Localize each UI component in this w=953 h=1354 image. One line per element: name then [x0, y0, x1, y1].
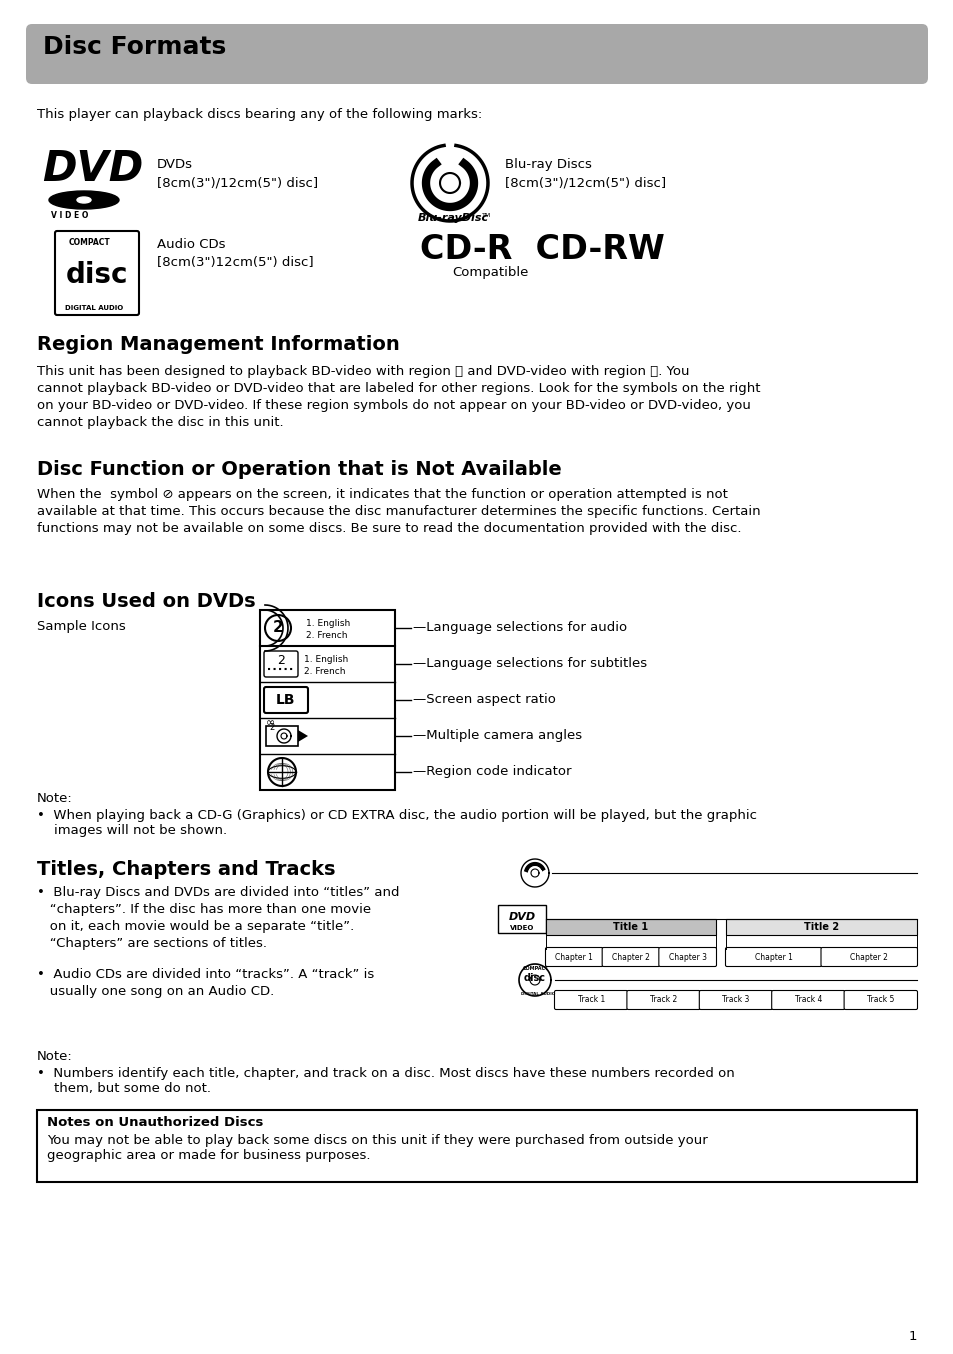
Text: cannot playback the disc in this unit.: cannot playback the disc in this unit. [37, 416, 283, 429]
Polygon shape [297, 730, 308, 742]
Ellipse shape [77, 196, 91, 203]
Bar [260, 611, 395, 789]
Text: Chapter 1: Chapter 1 [754, 952, 792, 961]
Text: Blu-rayDisc: Blu-rayDisc [417, 213, 489, 223]
Text: This unit has been designed to playback BD-video with region Ⓐ and DVD-video wit: This unit has been designed to playback … [37, 366, 689, 378]
Text: Chapter 1: Chapter 1 [555, 952, 593, 961]
FancyBboxPatch shape [771, 991, 844, 1010]
FancyBboxPatch shape [55, 232, 139, 315]
Text: cannot playback BD-video or DVD-video that are labeled for other regions. Look f: cannot playback BD-video or DVD-video th… [37, 382, 760, 395]
Text: Note:: Note: [37, 792, 72, 806]
Text: —Screen aspect ratio: —Screen aspect ratio [413, 693, 556, 707]
FancyBboxPatch shape [264, 651, 297, 677]
Text: [8cm(3")12cm(5") disc]: [8cm(3")12cm(5") disc] [157, 256, 314, 269]
Text: Disc Function or Operation that is Not Available: Disc Function or Operation that is Not A… [37, 460, 561, 479]
Text: Title 2: Title 2 [803, 922, 839, 932]
FancyBboxPatch shape [626, 991, 700, 1010]
Text: —Multiple camera angles: —Multiple camera angles [413, 730, 581, 742]
Text: 2: 2 [269, 723, 274, 733]
Bar [725, 919, 916, 936]
Bar [497, 904, 545, 933]
FancyBboxPatch shape [264, 686, 308, 714]
FancyBboxPatch shape [724, 948, 821, 967]
Text: Disc Formats: Disc Formats [43, 35, 226, 60]
FancyBboxPatch shape [601, 948, 659, 967]
FancyBboxPatch shape [26, 24, 927, 84]
Text: •  Blu-ray Discs and DVDs are divided into “titles” and: • Blu-ray Discs and DVDs are divided int… [37, 886, 399, 899]
Text: DIGITAL AUDIO: DIGITAL AUDIO [520, 992, 555, 997]
Text: functions may not be available on some discs. Be sure to read the documentation : functions may not be available on some d… [37, 523, 740, 535]
Text: 2: 2 [273, 620, 283, 635]
Text: You may not be able to play back some discs on this unit if they were purchased : You may not be able to play back some di… [47, 1135, 707, 1162]
Text: TM: TM [119, 150, 127, 154]
Text: 1: 1 [907, 1330, 916, 1343]
Text: available at that time. This occurs because the disc manufacturer determines the: available at that time. This occurs beca… [37, 505, 760, 519]
Text: DVDs: DVDs [157, 158, 193, 171]
Text: TM: TM [481, 213, 491, 218]
Text: COMPACT: COMPACT [69, 238, 111, 246]
Text: This player can playback discs bearing any of the following marks:: This player can playback discs bearing a… [37, 108, 482, 121]
FancyBboxPatch shape [843, 991, 917, 1010]
Text: LB: LB [276, 693, 295, 707]
FancyBboxPatch shape [821, 948, 917, 967]
FancyBboxPatch shape [699, 991, 772, 1010]
Bar [545, 919, 716, 936]
FancyBboxPatch shape [554, 991, 627, 1010]
Text: Blu-ray Discs: Blu-ray Discs [504, 158, 591, 171]
Text: ∞: ∞ [266, 718, 275, 728]
Bar [37, 1110, 916, 1182]
Text: —Region code indicator: —Region code indicator [413, 765, 571, 779]
Text: Track 2: Track 2 [649, 995, 677, 1005]
Text: Note:: Note: [37, 1049, 72, 1063]
Text: on it, each movie would be a separate “title”.: on it, each movie would be a separate “t… [37, 919, 354, 933]
Text: Audio CDs: Audio CDs [157, 238, 225, 250]
Text: [8cm(3")/12cm(5") disc]: [8cm(3")/12cm(5") disc] [504, 176, 665, 190]
Text: [8cm(3")/12cm(5") disc]: [8cm(3")/12cm(5") disc] [157, 176, 317, 190]
Text: •  When playing back a CD-G (Graphics) or CD EXTRA disc, the audio portion will : • When playing back a CD-G (Graphics) or… [37, 808, 757, 837]
Text: “Chapters” are sections of titles.: “Chapters” are sections of titles. [37, 937, 267, 951]
Ellipse shape [49, 191, 119, 209]
Text: •  Audio CDs are divided into “tracks”. A “track” is: • Audio CDs are divided into “tracks”. A… [37, 968, 374, 982]
Text: Icons Used on DVDs: Icons Used on DVDs [37, 592, 255, 611]
Text: Title 1: Title 1 [613, 922, 648, 932]
Text: Chapter 3: Chapter 3 [668, 952, 706, 961]
Text: Track 5: Track 5 [866, 995, 894, 1005]
Text: “chapters”. If the disc has more than one movie: “chapters”. If the disc has more than on… [37, 903, 371, 917]
Text: Track 3: Track 3 [721, 995, 749, 1005]
Text: DVD: DVD [42, 148, 143, 190]
Text: COMPACT: COMPACT [522, 965, 549, 971]
Text: Titles, Chapters and Tracks: Titles, Chapters and Tracks [37, 860, 335, 879]
Text: Sample Icons: Sample Icons [37, 620, 126, 634]
Text: 1. English: 1. English [306, 619, 350, 627]
Text: 1. English: 1. English [304, 654, 348, 663]
Text: Region Management Information: Region Management Information [37, 334, 399, 353]
Text: usually one song on an Audio CD.: usually one song on an Audio CD. [37, 984, 274, 998]
Text: on your BD-video or DVD-video. If these region symbols do not appear on your BD-: on your BD-video or DVD-video. If these … [37, 399, 750, 412]
Text: disc: disc [66, 261, 128, 288]
Text: —Language selections for subtitles: —Language selections for subtitles [413, 658, 646, 670]
Text: Chapter 2: Chapter 2 [849, 952, 887, 961]
Text: •  Numbers identify each title, chapter, and track on a disc. Most discs have th: • Numbers identify each title, chapter, … [37, 1067, 734, 1095]
Text: 2. French: 2. French [304, 666, 345, 676]
Text: disc: disc [523, 974, 545, 983]
Text: Notes on Unauthorized Discs: Notes on Unauthorized Discs [47, 1116, 263, 1129]
Text: DVD: DVD [508, 913, 535, 922]
Text: V I D E O: V I D E O [51, 211, 89, 219]
Text: Compatible: Compatible [452, 265, 528, 279]
Text: Track 4: Track 4 [794, 995, 821, 1005]
Text: When the  symbol ⊘ appears on the screen, it indicates that the function or oper: When the symbol ⊘ appears on the screen,… [37, 487, 727, 501]
Text: DIGITAL AUDIO: DIGITAL AUDIO [65, 305, 123, 311]
Text: Chapter 2: Chapter 2 [612, 952, 649, 961]
Text: VIDEO: VIDEO [509, 925, 534, 932]
Text: 2: 2 [276, 654, 285, 668]
Text: Track 1: Track 1 [577, 995, 604, 1005]
FancyBboxPatch shape [659, 948, 716, 967]
Text: 2. French: 2. French [306, 631, 347, 639]
Bar [266, 726, 297, 746]
Text: —Language selections for audio: —Language selections for audio [413, 621, 626, 635]
Text: CD-R  CD-RW: CD-R CD-RW [419, 233, 664, 265]
FancyBboxPatch shape [545, 948, 602, 967]
